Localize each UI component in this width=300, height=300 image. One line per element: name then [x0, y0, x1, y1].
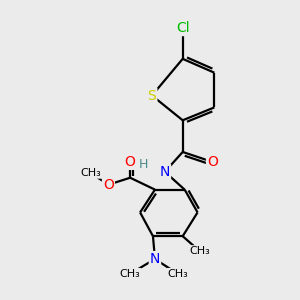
Text: O: O — [207, 155, 218, 169]
Text: CH₃: CH₃ — [189, 246, 210, 256]
Text: CH₃: CH₃ — [80, 168, 101, 178]
Text: CH₃: CH₃ — [120, 269, 141, 279]
Text: H: H — [138, 158, 148, 171]
Text: S: S — [148, 88, 156, 103]
Text: N: N — [150, 252, 160, 266]
Text: Cl: Cl — [176, 21, 190, 35]
Text: O: O — [125, 155, 136, 169]
Text: CH₃: CH₃ — [167, 269, 188, 279]
Text: N: N — [160, 165, 170, 179]
Text: O: O — [103, 178, 114, 192]
